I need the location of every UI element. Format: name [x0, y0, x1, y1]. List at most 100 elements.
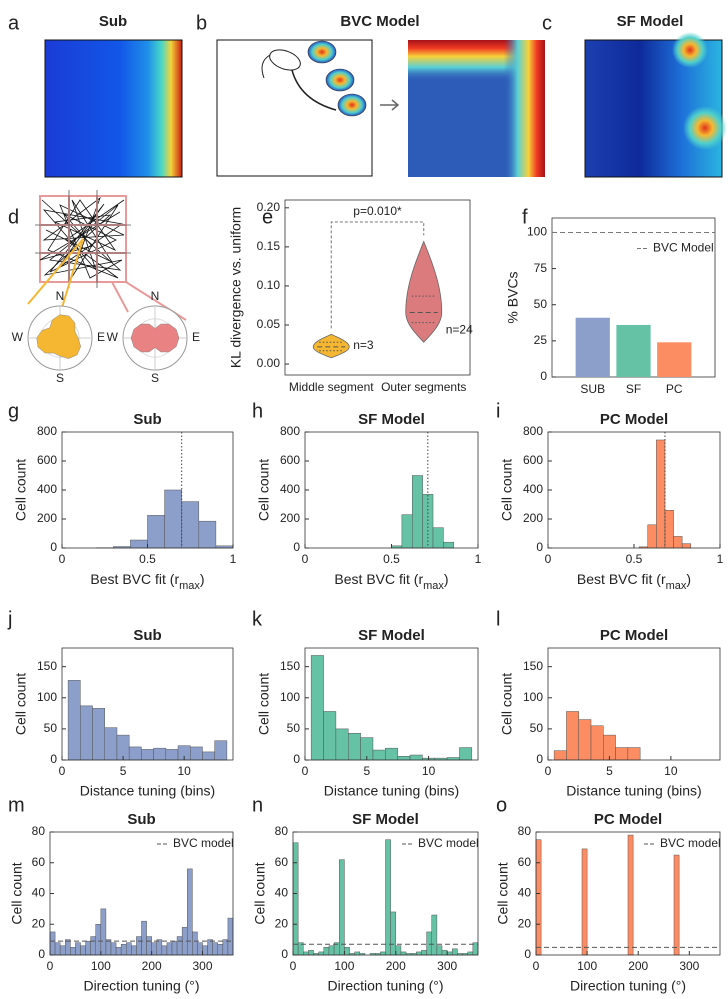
significance-bracket	[330, 221, 425, 329]
histogram-bar	[214, 740, 228, 761]
panel-label: g	[8, 400, 19, 422]
histogram-bar	[416, 951, 422, 956]
y-tick-label: 40	[275, 886, 289, 900]
histogram-bar	[344, 947, 350, 956]
field	[325, 68, 355, 92]
histogram-bar	[432, 527, 444, 549]
histogram-bar	[95, 924, 102, 956]
category-label: Middle segment	[289, 380, 374, 394]
histogram-bar	[153, 747, 167, 761]
chart-title: SF Model	[358, 411, 425, 428]
histogram-bar	[120, 943, 127, 956]
histogram-bar	[292, 842, 299, 956]
y-tick-label: 800	[523, 424, 543, 438]
histogram-bar	[166, 942, 173, 956]
y-tick-label: 200	[523, 511, 543, 525]
histogram-bar	[535, 839, 542, 956]
axes-frame	[304, 647, 479, 761]
x-tick-label: 0	[59, 764, 66, 778]
panel-label: b	[196, 12, 207, 34]
histogram-bar	[131, 945, 137, 956]
histogram-bar	[328, 945, 335, 956]
panel-label: o	[496, 794, 507, 816]
histogram-bar	[409, 754, 423, 761]
histogram-bar	[566, 711, 579, 761]
histogram-bar	[146, 936, 152, 956]
x-axis-label: Direction tuning (°)	[570, 978, 686, 994]
histogram-bar	[156, 939, 163, 956]
histogram-bar	[187, 868, 193, 956]
histogram-bar	[627, 747, 641, 761]
legend-label: BVC model	[173, 836, 234, 850]
arrow	[291, 69, 337, 111]
axes-frame	[284, 199, 471, 376]
histogram-bar	[681, 543, 692, 549]
histogram-bar	[202, 751, 215, 761]
y-tick-label: 50	[534, 297, 548, 311]
histogram-bar	[308, 950, 314, 956]
annotation: p=0.010*	[353, 204, 402, 218]
hotspot	[683, 106, 727, 150]
y-tick-label: 200	[37, 511, 57, 525]
x-tick-label: 10	[664, 764, 678, 778]
axes-frame	[547, 647, 721, 761]
histogram-bar	[147, 515, 165, 549]
y-tick-label: 400	[523, 482, 543, 496]
panel-label: c	[542, 12, 552, 34]
y-tick-label: 80	[518, 824, 532, 838]
x-axis-label: Distance tuning (bins)	[324, 783, 459, 799]
histogram-bar	[115, 947, 122, 956]
histogram-bar	[553, 750, 567, 761]
x-tick-label: 200	[142, 959, 162, 973]
x-axis-label-part: max	[179, 580, 200, 592]
direction-label: S	[56, 371, 64, 385]
y-tick-label: 200	[280, 511, 300, 525]
y-tick-label: 600	[280, 453, 300, 467]
x-axis-label: Distance tuning (bins)	[80, 783, 215, 799]
histogram-bar	[212, 942, 219, 956]
histogram-bar	[222, 939, 229, 956]
chart-title: Sub	[99, 13, 127, 30]
histogram-bar	[431, 914, 438, 956]
y-tick-label: 0	[38, 947, 45, 961]
histogram-bar	[67, 680, 81, 761]
x-tick-label: 0	[47, 959, 54, 973]
mouse	[269, 49, 301, 71]
histogram-bar	[627, 834, 634, 956]
violin	[312, 333, 350, 359]
y-axis-label: Cell count	[13, 673, 29, 735]
y-tick-label: 0	[293, 540, 300, 554]
x-tick-label: 5	[363, 764, 370, 778]
panel-label: e	[262, 206, 273, 228]
histogram-bar	[104, 727, 118, 761]
panel-label: f	[522, 206, 528, 228]
histogram-bar	[126, 942, 132, 956]
histogram-bar	[141, 920, 147, 956]
histogram-bar	[581, 848, 588, 956]
x-tick-label: 10	[422, 764, 436, 778]
chart-title: SF Model	[358, 627, 425, 644]
histogram-bar	[151, 942, 158, 956]
y-tick-label: 60	[275, 855, 289, 869]
histogram-bar	[354, 951, 361, 956]
direction-label: W	[12, 330, 24, 344]
y-tick-label: 600	[523, 453, 543, 467]
y-tick-label: 100	[280, 690, 300, 704]
x-axis-label-part: Best BVC fit (r	[334, 571, 423, 587]
chart-title: Sub	[127, 811, 155, 828]
histogram-bar	[197, 942, 203, 956]
legend-label: BVC Model	[653, 241, 714, 255]
x-axis-label-part: max	[666, 580, 687, 592]
histogram-bar	[105, 939, 112, 956]
histogram-bar	[161, 945, 168, 956]
panel-label: l	[496, 608, 500, 630]
x-axis-label: Direction tuning (°)	[83, 978, 199, 994]
histogram-bar	[441, 950, 448, 956]
hotspot	[672, 32, 708, 68]
trajectory-panel	[27, 190, 187, 321]
histogram-bar	[395, 945, 402, 956]
x-tick-label: 0	[302, 764, 309, 778]
chart-title: PC Model	[594, 811, 662, 828]
histogram-bar	[348, 732, 361, 761]
legend-label: BVC model	[418, 836, 479, 850]
